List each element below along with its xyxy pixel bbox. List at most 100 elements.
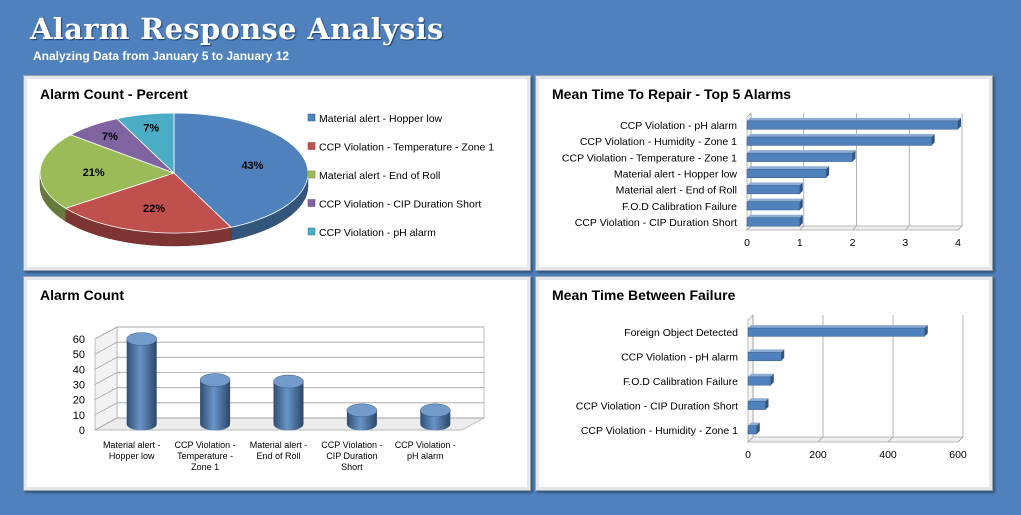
bar (746, 185, 800, 195)
cylinder-bar (273, 381, 304, 431)
y-tick-label: 50 (73, 349, 85, 361)
bar-end (826, 166, 830, 178)
legend-label: CCP Violation - pH alarm (319, 227, 436, 239)
y-tick-label: 60 (73, 334, 85, 346)
pie-slice (64, 172, 232, 234)
bar-top (748, 422, 760, 426)
y-tick-label: 30 (73, 380, 85, 392)
gridline (957, 225, 963, 231)
bar-top (747, 198, 803, 202)
y-category-label: Material alert - End of Roll (616, 185, 737, 197)
gridline (904, 225, 910, 231)
cylinder-bar (200, 380, 231, 431)
y-category-label: CCP Violation - CIP Duration Short (576, 400, 738, 412)
gridline (94, 387, 118, 401)
bar-end (765, 398, 769, 410)
y-category-label: Material alert - Hopper low (614, 169, 738, 181)
gridline (747, 436, 754, 443)
x-category-label: CCP Violation -Temperature -Zone 1 (174, 440, 235, 472)
pie-chart-panel: Alarm Count - Percent 43% 22% 21% 7% 7% Mater… (23, 75, 531, 271)
bar-top (747, 182, 803, 186)
dashboard-subtitle: Analyzing Data from January 5 to January… (33, 49, 290, 63)
y-category-label: CCP Violation - Humidity - Zone 1 (581, 425, 738, 437)
legend-label: Material alert - End of Roll (319, 170, 440, 182)
pie-data-label: 22% (143, 203, 165, 215)
pie-slice (39, 134, 176, 209)
pie-data-label: 7% (143, 122, 159, 134)
legend-swatch (307, 170, 316, 179)
bar-top (748, 373, 774, 377)
bar (747, 376, 771, 386)
x-category-label: CCP Violation -pH alarm (395, 440, 456, 461)
legend-label: CCP Violation - Temperature - Zone 1 (319, 142, 494, 154)
x-category-label: CCP Violation -CIP Duration Short (321, 440, 382, 472)
x-tick-label: 600 (949, 449, 967, 461)
legend-label: CCP Violation - CIP Duration Short (319, 199, 481, 211)
pie-data-label: 7% (102, 131, 118, 143)
y-tick-label: 0 (79, 425, 85, 437)
bar-top (747, 166, 830, 170)
bar-end (799, 198, 803, 210)
y-category-label: CCP Violation - Humidity - Zone 1 (580, 136, 737, 148)
x-tick-label: 400 (879, 449, 897, 461)
gridline (817, 436, 824, 443)
gridline (799, 225, 805, 231)
cylinder-top (126, 332, 157, 346)
gridline (94, 326, 118, 340)
mtbf-bar-chart: 0 200 400 600 Foreign Object Detected CCP Vio… (576, 314, 967, 461)
bar (746, 152, 853, 162)
x-category-label: Material alert -Hopper low (103, 440, 161, 461)
chart-title: Alarm Count - Percent (40, 86, 188, 102)
bar-end (799, 214, 803, 227)
x-tick-label: 0 (744, 237, 750, 249)
mttr-bar-chart: 0 1 2 3 4 CCP Violation - pH alarm CCP Violati… (562, 112, 963, 249)
gridline (94, 402, 118, 416)
y-category-label: F.O.D Calibration Failure (622, 201, 737, 213)
y-category-label: Foreign Object Detected (624, 327, 738, 339)
x-tick-label: 2 (850, 237, 856, 249)
bar (746, 169, 827, 178)
y-category-label: CCP Violation - pH alarm (620, 120, 737, 132)
bar (746, 136, 932, 146)
cylinder-top (420, 403, 451, 418)
legend-swatch (307, 142, 316, 150)
bar-end (799, 182, 803, 194)
pie-data-label: 21% (83, 167, 105, 179)
y-category-label: CCP Violation - CIP Duration Short (575, 217, 737, 229)
gridline (94, 341, 118, 355)
dashboard-title: Alarm Response Analysis (30, 12, 444, 46)
legend-swatch (307, 199, 316, 207)
x-tick-label: 200 (809, 449, 827, 461)
bar (746, 201, 800, 211)
bar-top (747, 117, 961, 121)
cylinder-top (273, 374, 304, 389)
x-tick-label: 1 (797, 237, 803, 249)
gridline (887, 436, 894, 443)
legend-swatch (307, 227, 316, 236)
gridline (957, 436, 964, 443)
alarm-count-chart: 0 10 20 30 40 50 60 Material alert -Hopper low C… (73, 326, 485, 472)
y-category-label: CCP Violation - Temperature - Zone 1 (562, 152, 737, 164)
bar-end (770, 373, 774, 386)
axis-floor (747, 436, 964, 443)
bar-top (747, 134, 935, 138)
y-category-label: CCP Violation - pH alarm (621, 352, 738, 364)
chart-title: Mean Time Between Failure (552, 287, 736, 303)
y-tick-label: 20 (73, 395, 85, 407)
bar (747, 327, 925, 337)
legend-swatch (307, 113, 316, 122)
bar-top (748, 349, 785, 353)
pie-chart: 43% 22% 21% 7% 7% Material alert - Hopper low… (39, 112, 494, 247)
y-tick-label: 10 (73, 410, 85, 422)
x-tick-label: 4 (955, 237, 961, 249)
bar (746, 217, 800, 227)
gridline (94, 356, 118, 370)
alarm-count-panel: Alarm Count 0 10 20 30 40 50 60 Material alert … (23, 276, 531, 491)
y-tick-label: 40 (73, 364, 85, 376)
bar-end (781, 349, 785, 361)
bar-end (756, 422, 760, 434)
x-category-label: Material alert -End of Roll (250, 440, 308, 461)
bar-end (852, 150, 856, 162)
gridline (852, 225, 857, 231)
gridline (94, 372, 118, 385)
